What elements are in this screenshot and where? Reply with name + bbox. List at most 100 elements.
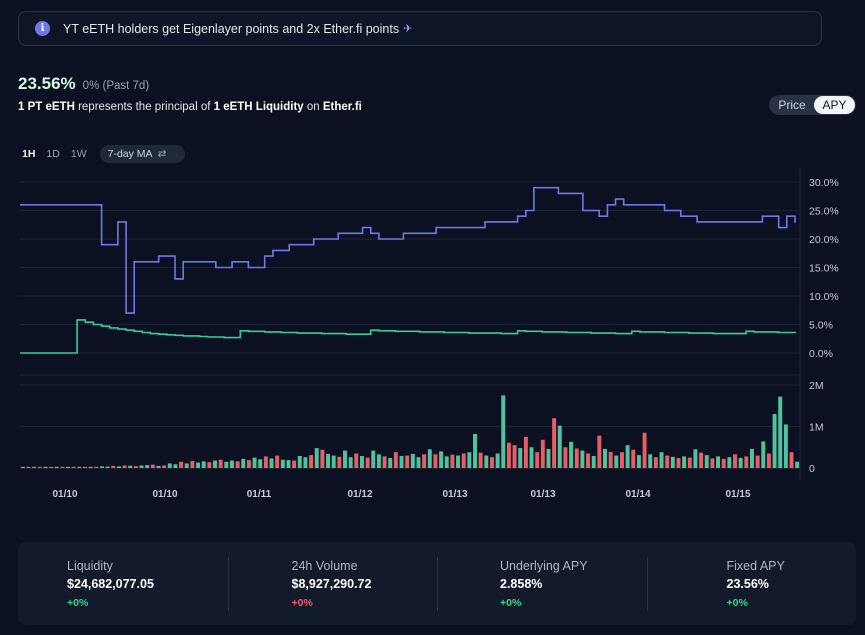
volume-bar	[167, 463, 172, 468]
volume-bar	[546, 448, 551, 468]
stat-label: Fixed APY	[726, 559, 785, 573]
volume-bar	[699, 452, 704, 468]
stat-value: $24,682,077.05	[67, 577, 154, 591]
volume-bar	[37, 466, 42, 468]
volume-bar	[331, 455, 336, 468]
volume-bar	[60, 466, 65, 468]
x-tick-label: 01/10	[52, 489, 77, 500]
volume-bar	[337, 456, 342, 468]
stat-value: $8,927,290.72	[291, 577, 372, 591]
volume-bar	[749, 448, 754, 468]
stat-change: +0%	[67, 597, 89, 609]
volume-bar	[196, 462, 201, 468]
volume-bar	[738, 458, 743, 468]
volume-bar	[518, 448, 523, 468]
volume-bar	[399, 455, 404, 468]
volume-bar	[755, 455, 760, 468]
stat-label: 24h Volume	[291, 559, 358, 573]
implied-apy-line	[20, 186, 796, 314]
apy-chart[interactable]: 30.0%25.0%20.0%15.0%10.0%5.0%0.0% 2M1M0 …	[0, 160, 865, 505]
volume-bar	[721, 458, 726, 468]
y-tick-label: 30.0%	[809, 177, 839, 189]
y-tick-label: 10.0%	[809, 291, 839, 303]
volume-bar	[150, 464, 155, 468]
volume-bar	[512, 445, 517, 468]
stat-underlying-apy: Underlying APY 2.858% +0%	[437, 542, 647, 625]
volume-bar	[467, 452, 472, 468]
volume-bar	[603, 448, 607, 468]
volume-bar	[297, 455, 302, 468]
volume-bar	[133, 466, 138, 468]
x-tick-label: 01/14	[625, 489, 650, 500]
range-1w[interactable]: 1W	[70, 148, 87, 160]
volume-bar	[303, 457, 308, 468]
range-1d[interactable]: 1D	[46, 148, 60, 160]
volume-bar	[354, 453, 359, 468]
x-tick-label: 01/10	[152, 489, 177, 500]
volume-bar	[682, 456, 687, 468]
volume-bar	[552, 418, 557, 468]
range-1h[interactable]: 1H	[22, 148, 36, 160]
volume-bar	[523, 436, 528, 468]
desc-pt: 1 PT eETH	[18, 101, 75, 113]
x-tick-label: 01/11	[247, 489, 272, 500]
stat-change: +0%	[500, 597, 522, 609]
volume-bar	[122, 465, 127, 468]
toggle-price[interactable]: Price	[778, 98, 806, 112]
desc-text-2: on	[303, 101, 323, 113]
volume-bar	[26, 466, 31, 468]
volume-bar	[489, 457, 494, 468]
info-icon: i	[35, 21, 50, 36]
volume-bar	[292, 460, 297, 468]
volume-bar	[495, 453, 500, 468]
volume-bar	[665, 455, 670, 468]
volume-bar	[574, 448, 579, 468]
volume-bar	[501, 395, 506, 468]
volume-bar	[659, 452, 664, 468]
volume-bar	[569, 441, 574, 468]
volume-bar	[461, 453, 466, 468]
volume-bar	[54, 466, 59, 468]
volume-bar	[258, 459, 263, 468]
volume-bar	[241, 458, 246, 468]
volume-bar	[591, 455, 596, 468]
stat-label: Underlying APY	[500, 559, 588, 573]
ma-label: 7-day MA	[107, 148, 153, 160]
volume-bar	[229, 460, 234, 468]
volume-bar	[766, 453, 771, 468]
volume-bar	[365, 457, 370, 468]
volume-bar	[416, 457, 421, 468]
volume-bar	[162, 465, 167, 468]
volume-bar	[179, 461, 184, 468]
toggle-apy[interactable]: APY	[814, 96, 855, 114]
volume-bar	[348, 457, 353, 468]
x-tick-label: 01/13	[530, 489, 555, 500]
volume-bar	[128, 465, 133, 468]
volume-bar	[224, 461, 229, 468]
volume-bar	[540, 439, 545, 468]
volume-bar	[71, 466, 76, 468]
price-apy-toggle[interactable]: Price APY	[769, 95, 856, 115]
apy-change: 0% (Past 7d)	[82, 80, 150, 92]
volume-bar	[116, 466, 121, 468]
apy-lines	[20, 186, 796, 354]
volume-bar	[88, 466, 93, 468]
volume-bar	[263, 456, 268, 468]
volume-bars	[20, 395, 800, 468]
x-tick-label: 01/13	[442, 489, 467, 500]
volume-bar	[393, 452, 398, 468]
ma-button[interactable]: 7-day MA ⇄	[99, 145, 186, 163]
y-tick-label: 15.0%	[809, 263, 839, 275]
volume-bar	[586, 453, 591, 468]
volume-bar	[636, 455, 641, 468]
volume-bar	[343, 450, 347, 468]
volume-bar	[314, 448, 319, 468]
volume-bar	[66, 466, 71, 468]
volume-bar	[376, 454, 381, 468]
volume-bar	[687, 457, 692, 468]
volume-bar	[246, 460, 251, 468]
volume-bar	[484, 455, 489, 468]
y-tick-label: 5.0%	[809, 320, 833, 332]
volume-bar	[789, 452, 794, 468]
volume-bar	[49, 466, 54, 468]
